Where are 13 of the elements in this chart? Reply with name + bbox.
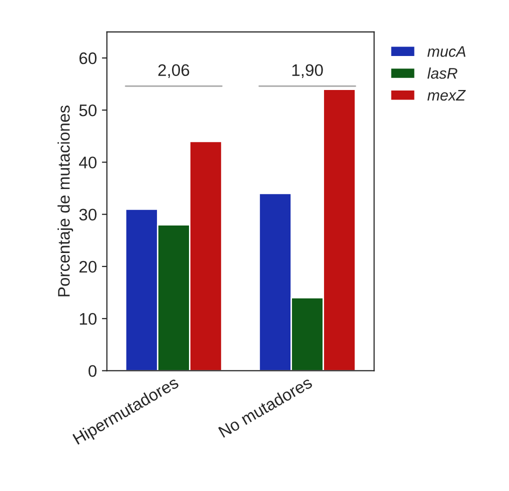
y-tick-label: 30 [79,208,97,221]
annotation: 2,06 [158,64,190,78]
legend-label: mexZ [427,90,466,101]
legend-label: mucA [427,46,466,57]
y-tick-label: 50 [79,104,97,116]
y-tick-label: 60 [79,52,97,64]
y-tick-label: 40 [79,156,97,168]
y-tick-label: 0 [88,365,97,377]
y-tick-label: 10 [80,312,97,325]
y-tick-label: 20 [79,260,97,273]
legend-label: lasR [427,68,458,79]
annotation: 1,90 [292,64,323,78]
y-axis-title: Porcentaje de mutaciones [58,106,74,296]
